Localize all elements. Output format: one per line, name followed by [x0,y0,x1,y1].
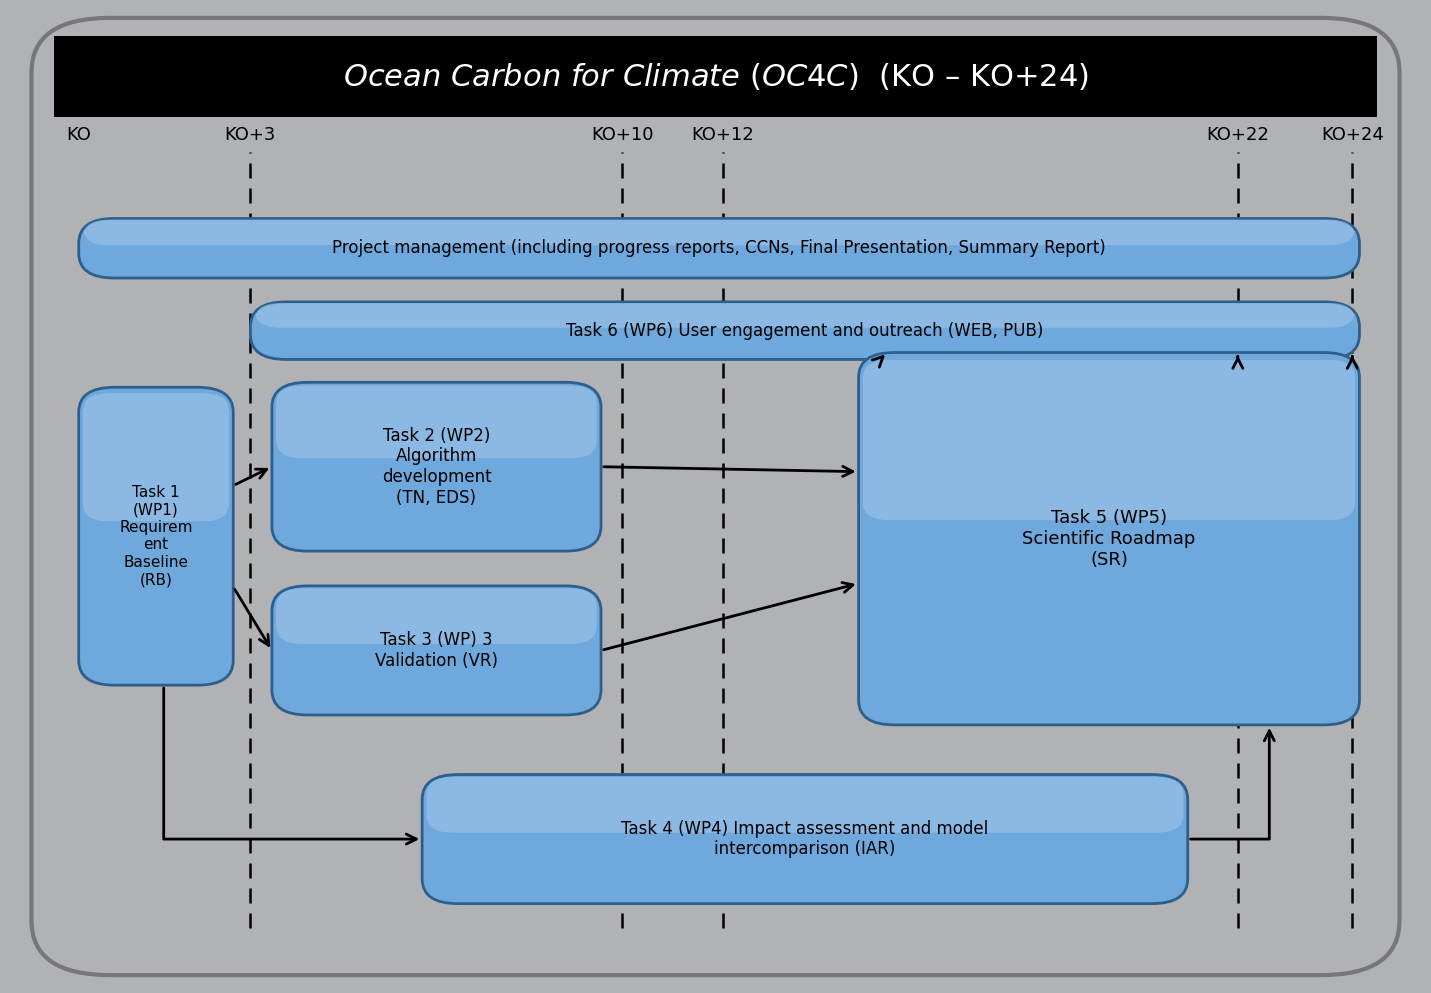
Text: KO+3: KO+3 [225,126,276,144]
Text: Task 3 (WP) 3
Validation (VR): Task 3 (WP) 3 Validation (VR) [375,631,498,670]
Text: KO: KO [66,126,92,144]
Text: KO+12: KO+12 [691,126,754,144]
FancyBboxPatch shape [272,382,601,551]
FancyBboxPatch shape [54,36,1377,117]
FancyBboxPatch shape [79,387,233,685]
Text: KO+22: KO+22 [1206,126,1269,144]
Text: $\mathit{Ocean\ Carbon\ for\ Climate\ (OC4C)}$  (KO – KO+24): $\mathit{Ocean\ Carbon\ for\ Climate\ (O… [342,61,1089,92]
FancyBboxPatch shape [863,359,1355,520]
FancyBboxPatch shape [276,385,597,459]
Text: KO+10: KO+10 [591,126,654,144]
FancyBboxPatch shape [426,778,1183,832]
FancyBboxPatch shape [83,393,229,521]
FancyBboxPatch shape [276,589,597,643]
Text: Project management (including progress reports, CCNs, Final Presentation, Summar: Project management (including progress r… [332,239,1106,257]
Text: KO+24: KO+24 [1321,126,1384,144]
Text: Task 6 (WP6) User engagement and outreach (WEB, PUB): Task 6 (WP6) User engagement and outreac… [567,322,1043,340]
FancyBboxPatch shape [79,218,1359,278]
FancyBboxPatch shape [255,303,1355,328]
Text: Task 2 (WP2)
Algorithm
development
(TN, EDS): Task 2 (WP2) Algorithm development (TN, … [382,427,491,506]
FancyBboxPatch shape [422,775,1188,904]
FancyBboxPatch shape [859,353,1359,725]
Text: Task 4 (WP4) Impact assessment and model
intercomparison (IAR): Task 4 (WP4) Impact assessment and model… [621,819,989,859]
FancyBboxPatch shape [272,586,601,715]
FancyBboxPatch shape [31,18,1400,975]
FancyBboxPatch shape [250,302,1359,359]
Text: Task 5 (WP5)
Scientific Roadmap
(SR): Task 5 (WP5) Scientific Roadmap (SR) [1022,508,1196,569]
Text: Task 1
(WP1)
Requirem
ent
Baseline
(RB): Task 1 (WP1) Requirem ent Baseline (RB) [119,486,193,587]
FancyBboxPatch shape [83,219,1355,245]
